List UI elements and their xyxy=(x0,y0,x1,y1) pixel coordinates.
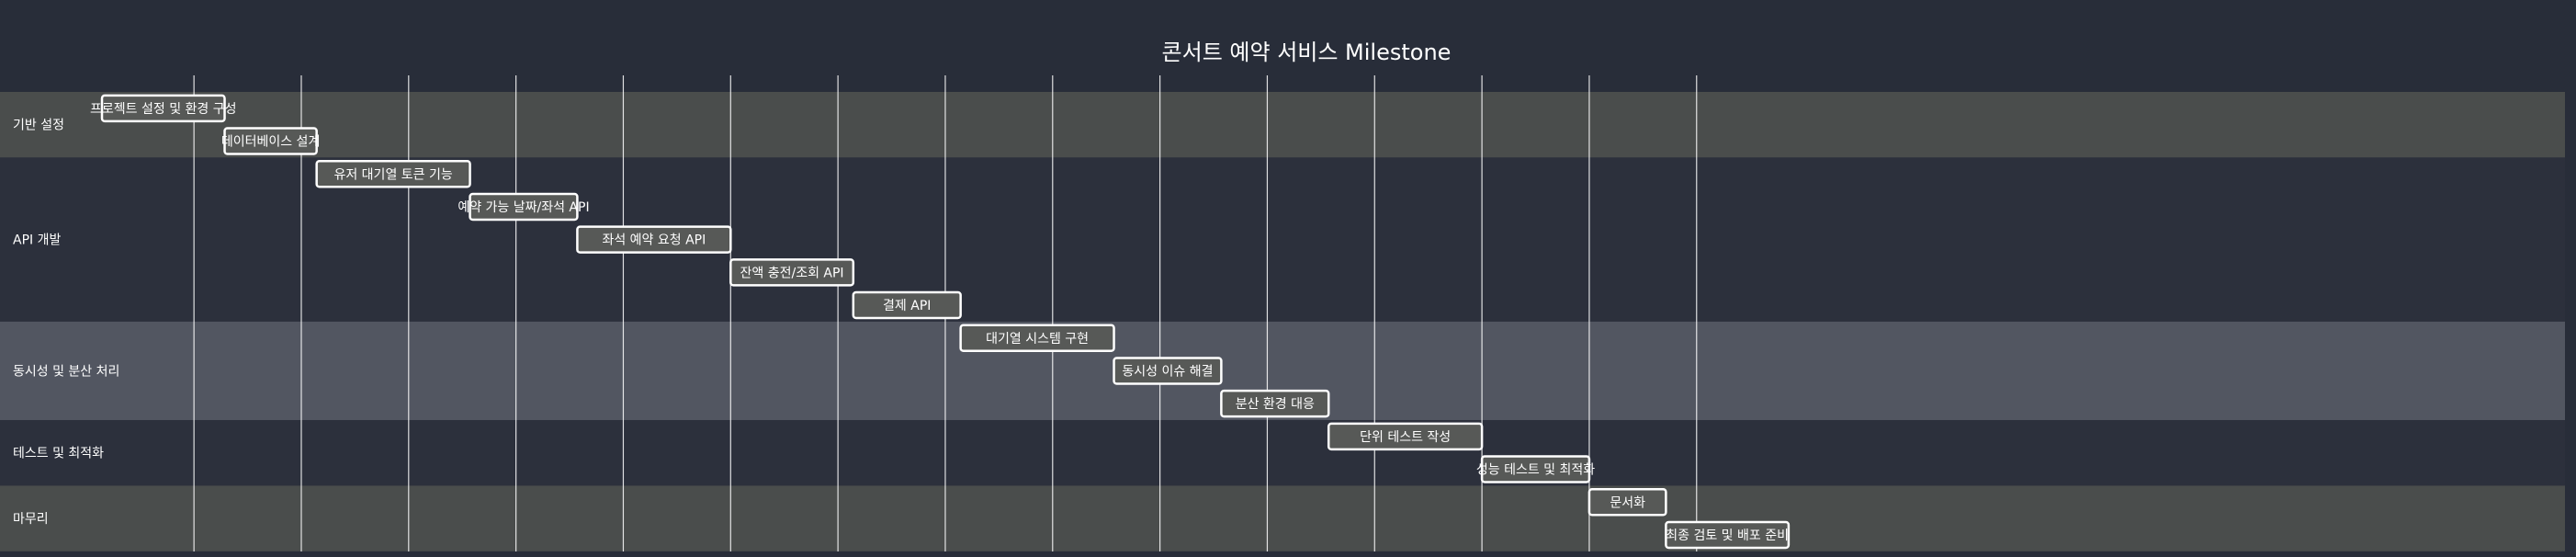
task-bar-8: 동시성 이슈 해결 xyxy=(1113,357,1223,385)
task-label-11: 성능 테스트 및 최적화 xyxy=(1476,463,1595,478)
task-label-5: 잔액 충전/조회 API xyxy=(740,266,844,280)
section-label-0: 기반 설정 xyxy=(13,119,64,133)
task-bar-rect-11 xyxy=(1480,455,1591,483)
section-band-3 xyxy=(0,420,2565,486)
task-bar-rect-10 xyxy=(1327,422,1484,451)
task-label-0: 프로젝트 설정 및 환경 구성 xyxy=(90,102,236,117)
task-bar-rect-6 xyxy=(852,290,962,320)
task-bar-rect-1 xyxy=(223,127,318,155)
task-bar-10: 단위 테스트 작성 xyxy=(1327,422,1484,451)
chart-title: 콘서트 예약 서비스 Milestone xyxy=(1162,40,1452,65)
task-label-12: 문서화 xyxy=(1610,495,1645,510)
task-bar-rect-2 xyxy=(315,160,471,188)
task-bar-rect-0 xyxy=(100,94,226,123)
task-bar-12: 문서화 xyxy=(1587,488,1667,517)
task-bar-rect-3 xyxy=(469,192,579,222)
task-bar-rect-13 xyxy=(1665,520,1791,550)
section-label-4: 마무리 xyxy=(13,512,49,527)
task-bar-4: 좌석 예약 요청 API xyxy=(576,225,732,254)
task-bar-rect-7 xyxy=(959,324,1115,352)
section-bands xyxy=(0,92,2565,551)
task-label-10: 단위 테스트 작성 xyxy=(1360,430,1451,445)
section-label-1: API 개발 xyxy=(13,233,61,248)
grid-lines xyxy=(193,75,1698,551)
task-bar-6: 결제 API xyxy=(852,290,962,320)
task-label-6: 결제 API xyxy=(883,299,931,313)
task-label-8: 동시성 이슈 해결 xyxy=(1122,364,1213,379)
task-bar-1: 데이터베이스 설계 xyxy=(221,127,321,155)
section-label-3: 테스트 및 최적화 xyxy=(13,447,104,461)
task-bar-rect-12 xyxy=(1587,488,1667,517)
task-label-4: 좌석 예약 요청 API xyxy=(602,233,706,248)
section-band-0 xyxy=(0,92,2565,158)
task-label-3: 예약 가능 날짜/좌석 API xyxy=(458,200,589,215)
task-bar-5: 잔액 충전/조회 API xyxy=(729,258,855,287)
task-bar-2: 유저 대기열 토큰 기능 xyxy=(315,160,471,188)
task-bar-rect-9 xyxy=(1220,389,1330,418)
task-bar-rect-8 xyxy=(1113,357,1223,385)
task-label-9: 분산 환경 대응 xyxy=(1236,397,1315,412)
task-label-13: 최종 검토 및 배포 준비 xyxy=(1666,529,1789,543)
task-label-7: 대기열 시스템 구현 xyxy=(986,332,1089,347)
task-bar-7: 대기열 시스템 구현 xyxy=(959,324,1115,352)
task-bar-9: 분산 환경 대응 xyxy=(1220,389,1330,418)
section-band-4 xyxy=(0,485,2565,551)
task-bar-11: 성능 테스트 및 최적화 xyxy=(1476,455,1595,483)
task-bar-rect-4 xyxy=(576,225,732,254)
section-label-2: 동시성 및 분산 처리 xyxy=(13,364,119,379)
task-label-1: 데이터베이스 설계 xyxy=(221,135,321,150)
task-label-2: 유저 대기열 토큰 기능 xyxy=(333,167,452,182)
task-bar-13: 최종 검토 및 배포 준비 xyxy=(1665,520,1791,550)
task-bar-0: 프로젝트 설정 및 환경 구성 xyxy=(90,94,237,123)
task-bar-rect-5 xyxy=(729,258,855,287)
task-bar-3: 예약 가능 날짜/좌석 API xyxy=(458,192,590,222)
